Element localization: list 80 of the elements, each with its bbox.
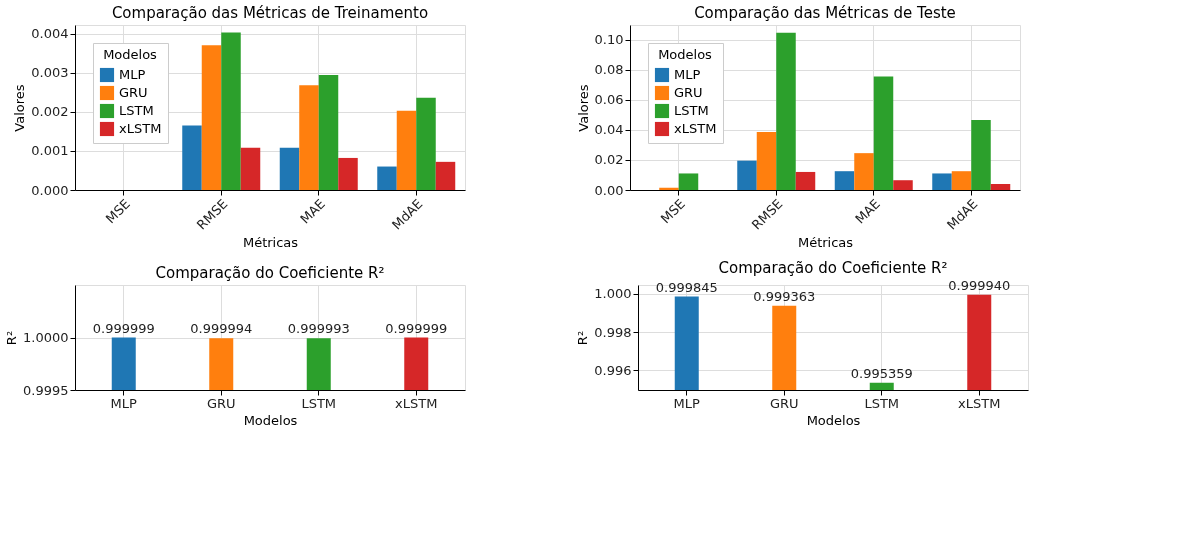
bar — [737, 160, 757, 190]
y-axis-title: R² — [4, 330, 20, 346]
chart-title: Comparação das Métricas de Treinamento — [111, 4, 429, 22]
y-tick-label: 0.004 — [31, 26, 69, 42]
bar — [854, 153, 874, 190]
y-tick-label: 0.998 — [594, 324, 632, 340]
bar — [435, 161, 456, 190]
data-label: 0.999940 — [948, 277, 1011, 293]
x-tick-label: xLSTM — [958, 395, 1001, 411]
bar — [377, 166, 397, 190]
data-label: 0.999363 — [753, 288, 816, 304]
y-tick-label: 0.00 — [594, 182, 624, 198]
bar — [182, 125, 202, 190]
x-axis-title: Modelos — [243, 412, 298, 428]
bar — [932, 173, 952, 190]
data-label: 0.999845 — [655, 279, 718, 295]
y-tick-label: 0.08 — [594, 62, 624, 78]
bar — [299, 85, 319, 190]
bar — [279, 147, 300, 190]
x-tick-label: GRU — [769, 395, 799, 411]
y-tick-label: 0.06 — [594, 92, 624, 108]
x-axis-title: Modelos — [806, 412, 861, 428]
y-tick-label: 0.04 — [594, 122, 624, 138]
data-label: 0.999999 — [385, 320, 448, 336]
x-tick-label: xLSTM — [395, 395, 438, 411]
y-tick-label: 0.02 — [594, 152, 624, 168]
y-tick-label: 0.003 — [31, 65, 69, 81]
bar — [873, 76, 894, 190]
legend-label: xLSTM — [674, 121, 717, 136]
legend-label: GRU — [119, 85, 148, 100]
legend-label: LSTM — [119, 103, 154, 118]
bar — [951, 171, 972, 190]
y-tick-label: 0.002 — [31, 104, 69, 120]
y-axis-title: Valores — [12, 84, 28, 132]
data-label: 0.999994 — [190, 321, 253, 337]
chart-title: Comparação das Métricas de Teste — [694, 4, 956, 22]
bar — [240, 147, 261, 190]
x-axis-title: Métricas — [242, 234, 299, 250]
y-tick-label: 0.9995 — [23, 382, 69, 398]
y-axis-title: R² — [575, 330, 591, 346]
bar — [990, 183, 1011, 190]
y-axis-title: Valores — [575, 84, 591, 132]
legend-label: LSTM — [674, 103, 709, 118]
bar — [795, 171, 816, 190]
bar — [221, 32, 241, 190]
bar — [678, 173, 699, 190]
bar — [318, 75, 339, 190]
y-tick-label: 0.001 — [31, 143, 69, 159]
chart-title: Comparação do Coeficiente R² — [155, 264, 385, 282]
legend-title: Modelos — [658, 47, 713, 62]
legend-label: xLSTM — [119, 121, 162, 136]
bar — [893, 180, 913, 190]
bar — [659, 187, 679, 190]
x-tick-label: MLP — [110, 395, 138, 411]
data-label: 0.995359 — [850, 365, 913, 381]
bar — [338, 157, 358, 190]
data-label: 0.999993 — [287, 321, 350, 337]
x-axis-title: Métricas — [797, 234, 854, 250]
bar — [416, 97, 436, 190]
legend-title: Modelos — [103, 47, 158, 62]
legend-label: MLP — [119, 67, 146, 82]
bar — [396, 110, 417, 190]
data-label: 0.999999 — [92, 320, 155, 336]
y-tick-label: 0.000 — [31, 182, 69, 198]
y-tick-label: 1.0000 — [23, 330, 69, 345]
bar — [834, 171, 855, 190]
chart-title: Comparação do Coeficiente R² — [718, 258, 948, 277]
y-tick-label: 0.10 — [594, 32, 624, 48]
bar — [776, 32, 796, 190]
x-tick-label: GRU — [206, 395, 236, 411]
y-tick-label: 1.000 — [594, 286, 632, 302]
legend-label: GRU — [674, 85, 703, 100]
legend-label: MLP — [674, 67, 701, 82]
x-tick-label: LSTM — [864, 395, 900, 411]
x-tick-label: MLP — [673, 395, 701, 411]
x-tick-label: LSTM — [301, 395, 337, 411]
bar — [971, 120, 991, 190]
y-tick-label: 0.996 — [594, 362, 632, 378]
bar — [756, 132, 777, 190]
bar — [201, 45, 222, 190]
